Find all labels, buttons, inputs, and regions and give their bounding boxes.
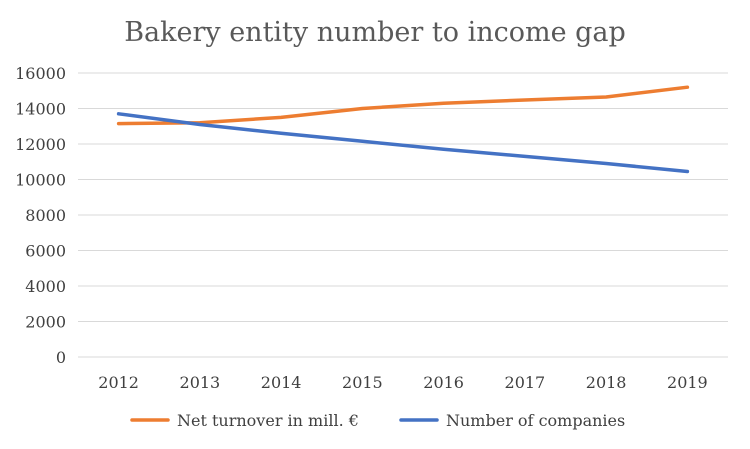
y-tick-label: 10000 — [15, 171, 66, 190]
legend-label: Number of companies — [446, 411, 625, 430]
legend-label: Net turnover in mill. € — [177, 411, 359, 430]
x-tick-label: 2019 — [667, 373, 708, 392]
y-axis-ticks: 0 2000 4000 6000 8000 10000 12000 14000 16000 — [15, 64, 66, 367]
chart-title: Bakery entity number to income gap — [124, 17, 626, 48]
gridlines — [78, 72, 728, 358]
y-tick-label: 8000 — [25, 206, 66, 225]
series-lines — [116, 85, 690, 174]
legend: Net turnover in mill. € Number of compani… — [130, 411, 625, 430]
x-tick-label: 2016 — [423, 373, 464, 392]
x-tick-label: 2018 — [586, 373, 627, 392]
y-tick-label: 0 — [56, 348, 66, 367]
y-tick-label: 12000 — [15, 135, 66, 154]
x-axis-ticks: 2012 2013 2014 2015 2016 2017 2018 2019 — [98, 373, 707, 392]
x-tick-label: 2017 — [505, 373, 546, 392]
y-tick-label: 4000 — [25, 277, 66, 296]
series-line-0 — [116, 85, 690, 126]
x-tick-label: 2013 — [180, 373, 221, 392]
y-tick-label: 6000 — [25, 242, 66, 261]
x-tick-label: 2012 — [98, 373, 139, 392]
x-tick-label: 2014 — [261, 373, 302, 392]
x-tick-label: 2015 — [342, 373, 383, 392]
y-tick-label: 2000 — [25, 313, 66, 332]
y-tick-label: 14000 — [15, 100, 66, 119]
y-tick-label: 16000 — [15, 64, 66, 83]
series-line-1 — [116, 112, 690, 174]
